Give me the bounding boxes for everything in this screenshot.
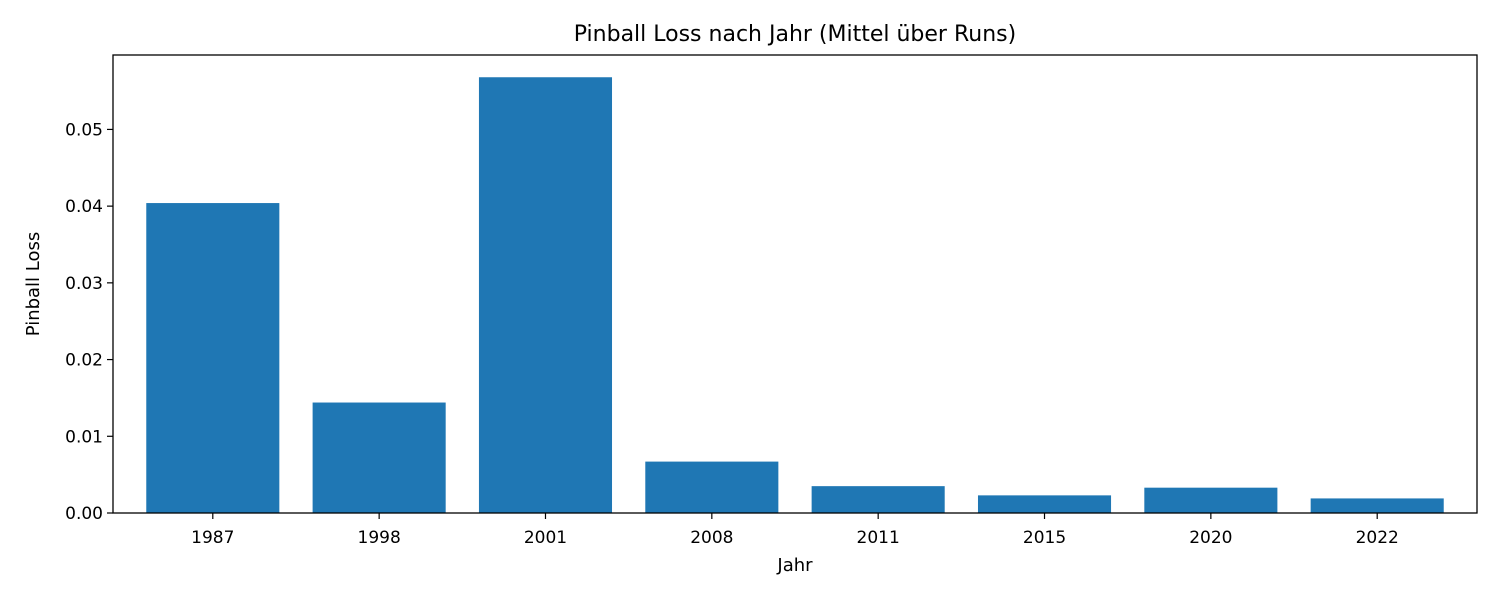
- bar-1987: [146, 203, 280, 513]
- y-tick-label: 0.03: [65, 274, 103, 294]
- x-tick-label: 2022: [1356, 528, 1399, 548]
- y-tick-label: 0.00: [65, 504, 103, 524]
- x-tick-label: 2015: [1023, 528, 1066, 548]
- y-tick-label: 0.04: [65, 197, 103, 217]
- x-tick-label: 2001: [524, 528, 567, 548]
- bar-2011: [811, 486, 945, 513]
- x-axis-ticks: 1987 1998 2001 2008 2011 2015 2020 2022: [191, 513, 1399, 548]
- bars-group: [146, 77, 1444, 513]
- bar-2022: [1310, 498, 1444, 513]
- x-axis-label: Jahr: [776, 555, 813, 576]
- x-tick-label: 1998: [358, 528, 401, 548]
- plot-frame: [112, 54, 1478, 514]
- x-tick-label: 2011: [857, 528, 900, 548]
- y-tick-label: 0.02: [65, 351, 103, 371]
- bar-2008: [645, 461, 779, 513]
- x-tick-label: 2008: [690, 528, 733, 548]
- y-axis-ticks: 0.00 0.01 0.02 0.03 0.04 0.05: [65, 120, 113, 524]
- bar-2020: [1144, 487, 1278, 513]
- y-axis-label: Pinball Loss: [23, 232, 44, 337]
- y-tick-label: 0.01: [65, 427, 103, 447]
- chart-title: Pinball Loss nach Jahr (Mittel über Runs…: [574, 22, 1016, 47]
- x-tick-label: 2020: [1189, 528, 1232, 548]
- x-tick-label: 1987: [191, 528, 234, 548]
- bar-1998: [312, 402, 446, 513]
- bar-2015: [977, 495, 1112, 513]
- bar-2001: [478, 77, 613, 513]
- y-tick-label: 0.05: [65, 120, 103, 140]
